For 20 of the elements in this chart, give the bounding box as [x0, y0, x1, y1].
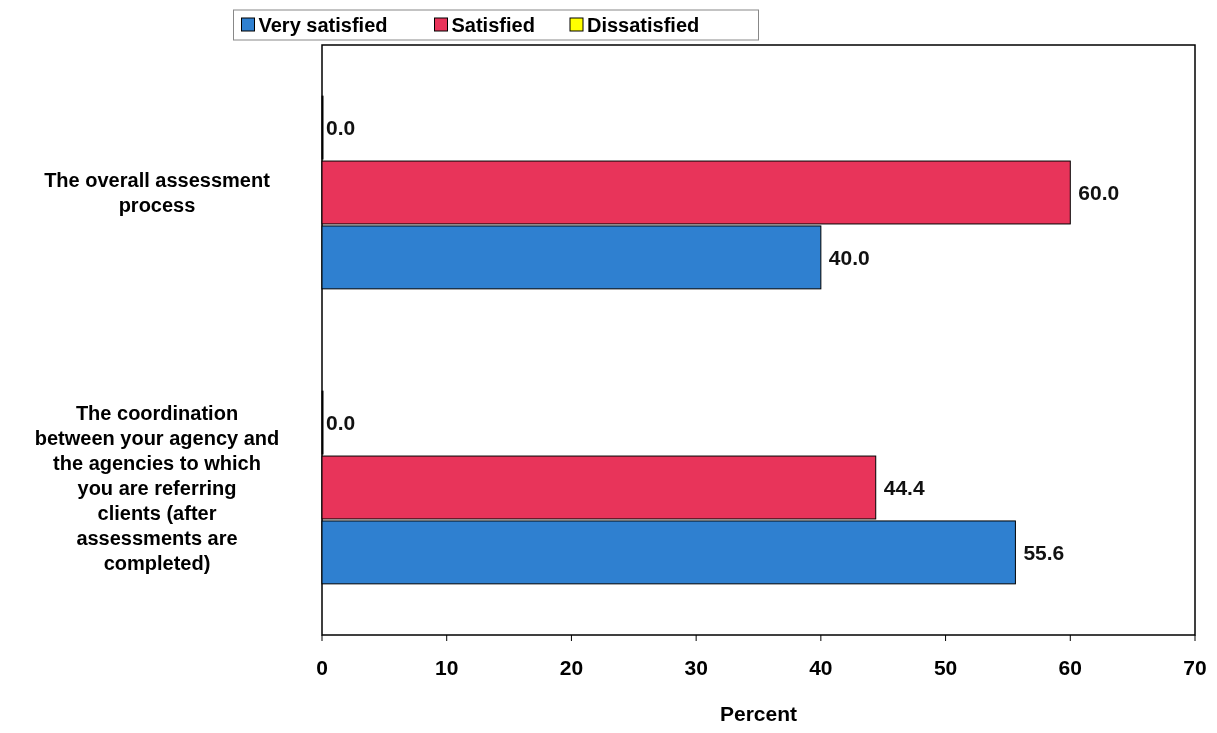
- legend-label: Very satisfied: [258, 14, 388, 36]
- data-label: 0.0: [326, 410, 356, 434]
- x-tick-label: 50: [933, 656, 958, 679]
- x-tick-label: 60: [1058, 656, 1082, 679]
- legend-label: Dissatisfied: [587, 14, 700, 36]
- x-axis-title: Percent: [719, 702, 798, 725]
- y-tick-label: The coordination between your agency and the agencies to which you are referring clients (after assessments are completed): [34, 401, 280, 574]
- x-tick-label: 40: [809, 656, 833, 679]
- x-tick-label: 10: [435, 656, 459, 679]
- y-tick-label: The overall assessment process: [44, 169, 271, 216]
- data-label: 44.4: [883, 475, 925, 499]
- legend-label: Satisfied: [451, 14, 535, 36]
- x-tick-label: 70: [1183, 656, 1207, 679]
- x-tick-label: 30: [684, 656, 708, 679]
- data-label: 40.0: [828, 245, 870, 269]
- data-label: 55.6: [1023, 540, 1065, 564]
- data-label: 60.0: [1078, 180, 1120, 204]
- data-label: 0.0: [326, 115, 356, 139]
- x-tick-label: 20: [559, 656, 584, 679]
- x-tick-label: 0: [316, 656, 328, 679]
